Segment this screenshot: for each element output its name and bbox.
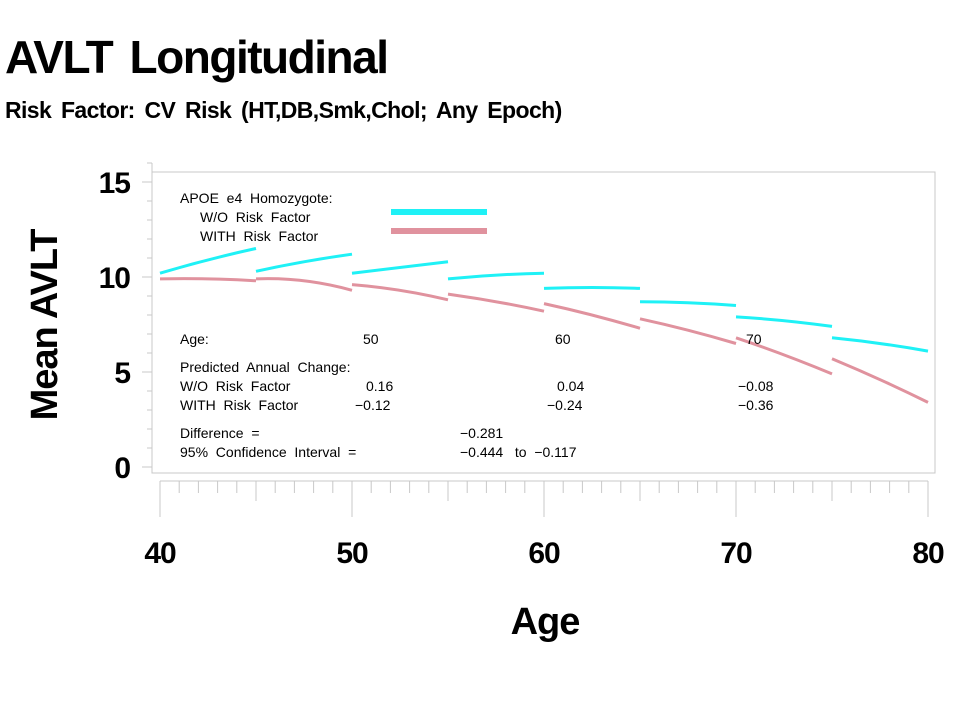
- ci-label: 95% Confidence Interval =: [180, 444, 356, 460]
- series-segment: [159, 277, 257, 283]
- wo-label: W/O Risk Factor: [180, 378, 291, 394]
- y-tick-label: 10: [99, 262, 131, 295]
- annotation-block: Age: 50 60 70 Predicted Annual Change: W…: [180, 331, 774, 460]
- x-tick-label: 60: [528, 537, 560, 570]
- x-tick-label: 50: [336, 537, 368, 570]
- with-label: WITH Risk Factor: [180, 397, 299, 413]
- chart-subtitle: Risk Factor: CV Risk (HT,DB,Smk,Chol; An…: [5, 97, 562, 123]
- series-segment: [831, 336, 929, 353]
- series-segment: [255, 277, 353, 292]
- chart-title: AVLT Longitudinal: [5, 31, 389, 83]
- series-segment: [735, 315, 833, 328]
- difference-label: Difference =: [180, 425, 260, 441]
- x-axis: 40 50 60 70 80: [144, 480, 945, 570]
- series-with-risk: [159, 277, 929, 404]
- legend-label-with: WITH Risk Factor: [200, 228, 319, 244]
- with-value-70: −0.36: [738, 397, 774, 413]
- age-60: 60: [555, 331, 571, 347]
- series-segment: [735, 336, 833, 376]
- legend-label-wo: W/O Risk Factor: [200, 209, 311, 225]
- series-segment: [447, 292, 545, 313]
- y-tick-label: 0: [114, 452, 130, 485]
- y-axis: 0 5 10 15: [99, 162, 153, 485]
- age-50: 50: [363, 331, 379, 347]
- wo-value-60: 0.04: [557, 378, 584, 394]
- series-segment: [639, 317, 737, 345]
- series-segment: [447, 271, 545, 281]
- y-axis-label: Mean AVLT: [24, 229, 66, 421]
- series-wo-risk: [159, 247, 929, 353]
- series-segment: [351, 260, 449, 275]
- y-tick-label: 15: [99, 167, 131, 200]
- series-segment: [159, 247, 257, 275]
- legend: APOE e4 Homozygote: W/O Risk Factor WITH…: [180, 190, 487, 244]
- series-segment: [831, 357, 929, 404]
- difference-value: −0.281: [460, 425, 503, 441]
- x-tick-label: 70: [720, 537, 752, 570]
- x-tick-label: 40: [144, 537, 176, 570]
- x-tick-label: 80: [912, 537, 944, 570]
- series-segment: [543, 285, 641, 290]
- with-value-50: −0.12: [355, 397, 391, 413]
- series-layer: [159, 247, 929, 404]
- age-label: Age:: [180, 331, 209, 347]
- wo-value-50: 0.16: [366, 378, 393, 394]
- series-segment: [543, 302, 641, 330]
- series-segment: [351, 283, 449, 302]
- ci-value: −0.444 to −0.117: [460, 444, 577, 460]
- wo-value-70: −0.08: [738, 378, 774, 394]
- series-segment: [255, 252, 353, 273]
- series-segment: [639, 300, 737, 307]
- age-70: 70: [746, 331, 762, 347]
- y-tick-label: 5: [114, 357, 130, 390]
- x-axis-label: Age: [511, 601, 580, 643]
- predicted-label: Predicted Annual Change:: [180, 359, 350, 375]
- legend-heading: APOE e4 Homozygote:: [180, 190, 333, 206]
- with-value-60: −0.24: [547, 397, 583, 413]
